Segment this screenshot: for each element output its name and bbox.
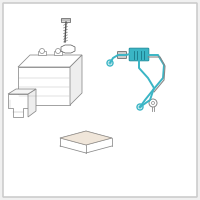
FancyBboxPatch shape — [3, 3, 197, 197]
Polygon shape — [54, 51, 62, 55]
Circle shape — [137, 104, 143, 110]
Circle shape — [107, 60, 113, 66]
Polygon shape — [60, 131, 112, 145]
FancyBboxPatch shape — [129, 48, 149, 61]
Circle shape — [139, 106, 141, 108]
Circle shape — [40, 48, 44, 53]
Polygon shape — [70, 55, 82, 105]
Polygon shape — [28, 89, 36, 117]
Polygon shape — [60, 131, 112, 145]
FancyBboxPatch shape — [118, 51, 127, 58]
Circle shape — [109, 62, 111, 64]
Circle shape — [56, 48, 60, 53]
Polygon shape — [61, 18, 70, 22]
Polygon shape — [8, 89, 36, 94]
Circle shape — [152, 102, 154, 104]
Polygon shape — [18, 67, 70, 105]
Polygon shape — [38, 51, 46, 55]
Circle shape — [149, 99, 157, 107]
Polygon shape — [61, 45, 75, 53]
Polygon shape — [18, 55, 82, 67]
Polygon shape — [8, 94, 28, 117]
